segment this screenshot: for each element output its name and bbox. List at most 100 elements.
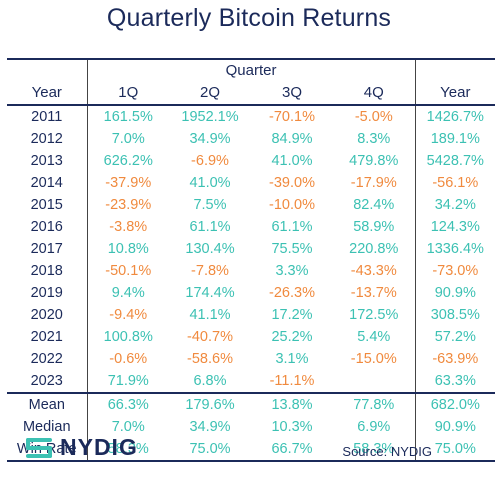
table-row: 2017 10.8% 130.4% 75.5% 220.8% 1336.4%: [7, 238, 496, 260]
quarter-return-cell: 479.8%: [349, 153, 399, 169]
nydig-logo-icon: [26, 437, 52, 458]
quarter-return-cell: -13.7%: [350, 285, 397, 301]
quarter-return-cell: 10.3%: [271, 419, 313, 435]
table-row: 2020 -9.4% 41.1% 17.2% 172.5% 308.5%: [7, 304, 496, 326]
annual-return-cell: 5428.7%: [414, 150, 496, 172]
annual-return-cell: 57.2%: [414, 326, 496, 348]
quarter-return-cell: 3.3%: [275, 263, 309, 279]
quarter-return-cell: -43.3%: [350, 263, 397, 279]
stat-row: Mean 66.3% 179.6% 13.8% 77.8% 682.0%: [7, 392, 496, 416]
quarter-return-cell: -15.0%: [350, 351, 397, 367]
annual-return-cell: 1426.7%: [414, 105, 496, 128]
nydig-logo: NYDIG: [26, 434, 138, 461]
annual-return-cell: 90.9%: [414, 282, 496, 304]
table-body: 2011 161.5% 1952.1% -70.1% -5.0% 1426.7% 2012 7…: [7, 105, 496, 462]
stat-label: Mean: [7, 392, 87, 416]
annual-return-cell: 90.9%: [414, 416, 496, 438]
annual-return-cell: 1336.4%: [414, 238, 496, 260]
quarter-return-cell: 71.9%: [86, 370, 169, 393]
quarter-return-cell: -58.6%: [187, 351, 233, 367]
quarter-return-cell: 82.4%: [353, 197, 395, 213]
quarter-header: 1Q: [86, 82, 169, 106]
table-row: 2016 -3.8% 61.1% 61.1% 58.9% 124.3%: [7, 216, 496, 238]
quarter-return-cell: 61.1%: [189, 219, 231, 235]
quarter-return-cell: 7.0%: [86, 416, 169, 438]
quarter-return-cell: 34.9%: [189, 419, 231, 435]
quarter-group-header: Quarter: [86, 59, 416, 82]
annual-return-cell: 75.0%: [414, 438, 496, 462]
quarter-return-cell: 626.2%: [86, 150, 169, 172]
quarter-return-cell: 41.0%: [189, 175, 231, 191]
quarter-return-cell: 17.2%: [271, 307, 313, 323]
stat-row: Median 7.0% 34.9% 10.3% 6.9% 90.9%: [7, 416, 496, 438]
table-row: 2022 -0.6% -58.6% 3.1% -15.0% -63.9%: [7, 348, 496, 370]
quarter-return-cell: -3.8%: [86, 216, 169, 238]
quarter-return-cell: -9.4%: [86, 304, 169, 326]
quarter-return-cell: 6.8%: [193, 373, 227, 389]
quarter-return-cell: 1952.1%: [181, 109, 239, 125]
logo-text: NYDIG: [60, 434, 138, 460]
year-label: 2017: [30, 241, 63, 257]
stat-label: Median: [22, 419, 71, 435]
quarter-return-cell: -6.9%: [191, 153, 229, 169]
table-row: 2011 161.5% 1952.1% -70.1% -5.0% 1426.7%: [7, 105, 496, 128]
annual-return-cell: 682.0%: [414, 392, 496, 416]
quarter-return-cell: -50.1%: [86, 260, 169, 282]
quarter-return-cell: 41.0%: [271, 153, 313, 169]
year-header-spacer: [7, 59, 87, 82]
quarter-return-cell: 58.3%: [86, 438, 169, 462]
quarter-return-cell: -26.3%: [269, 285, 315, 301]
quarter-return-cell: 66.7%: [251, 438, 333, 462]
annual-return-cell: -63.9%: [414, 348, 496, 370]
quarter-return-cell: 7.5%: [193, 197, 227, 213]
quarter-return-cell: -11.1%: [269, 373, 315, 389]
quarter-return-cell: -5.0%: [354, 109, 393, 125]
quarter-return-cell: -70.1%: [269, 109, 315, 125]
table-row: 2023 71.9% 6.8% -11.1% 63.3%: [7, 370, 496, 393]
quarter-return-cell: -23.9%: [86, 194, 169, 216]
table-row: 2015 -23.9% 7.5% -10.0% 82.4% 34.2%: [7, 194, 496, 216]
quarter-return-cell: 41.1%: [189, 307, 231, 323]
quarter-return-cell: 61.1%: [271, 219, 313, 235]
quarter-return-cell: 130.4%: [185, 241, 235, 257]
footer: NYDIG Source: NYDIG: [0, 428, 498, 488]
quarter-return-cell: 100.8%: [86, 326, 169, 348]
year-label: 2011: [31, 109, 63, 125]
quarter-return-cell: 7.0%: [86, 128, 169, 150]
year-label: 2012: [30, 131, 63, 147]
annual-return-cell: 63.3%: [414, 370, 496, 393]
table-row: 2018 -50.1% -7.8% 3.3% -43.3% -73.0%: [7, 260, 496, 282]
year-label: 2022: [30, 351, 63, 367]
quarter-return-cell: 179.6%: [169, 392, 251, 416]
quarter-return-cell: -17.9%: [350, 175, 397, 191]
quarter-return-cell: 5.4%: [357, 329, 391, 345]
quarter-return-cell: 3.1%: [275, 351, 309, 367]
quarter-header: 4Q: [333, 82, 416, 106]
year-label: 2023: [30, 373, 63, 389]
quarter-return-cell: 220.8%: [349, 241, 399, 257]
quarter-return-cell: 25.2%: [271, 329, 313, 345]
year-label: 2016: [30, 219, 63, 235]
table-row: 2013 626.2% -6.9% 41.0% 479.8% 5428.7%: [7, 150, 496, 172]
year-label: 2015: [30, 197, 63, 213]
year-label: 2019: [30, 285, 63, 301]
annual-return-cell: 308.5%: [414, 304, 496, 326]
quarter-return-cell: 66.3%: [86, 392, 169, 416]
quarter-return-cell: 172.5%: [349, 307, 399, 323]
table-row: 2019 9.4% 174.4% -26.3% -13.7% 90.9%: [7, 282, 496, 304]
quarter-header: 3Q: [251, 82, 333, 106]
year-label: 2020: [30, 307, 63, 323]
quarter-header: 2Q: [169, 82, 251, 106]
quarter-return-cell: -37.9%: [86, 172, 169, 194]
year-label: 2013: [30, 153, 63, 169]
year-label: 2014: [30, 175, 63, 191]
quarter-return-cell: 75.0%: [169, 438, 251, 462]
year-label: 2018: [30, 263, 63, 279]
chart-title: Quarterly Bitcoin Returns: [106, 4, 392, 32]
table-row: 2012 7.0% 34.9% 84.9% 8.3% 189.1%: [7, 128, 496, 150]
quarter-return-cell: 84.9%: [271, 131, 313, 147]
total-header-spacer: [414, 59, 496, 82]
annual-return-cell: -73.0%: [414, 260, 496, 282]
quarter-return-cell: [333, 370, 415, 393]
year-label: 2021: [30, 329, 63, 345]
